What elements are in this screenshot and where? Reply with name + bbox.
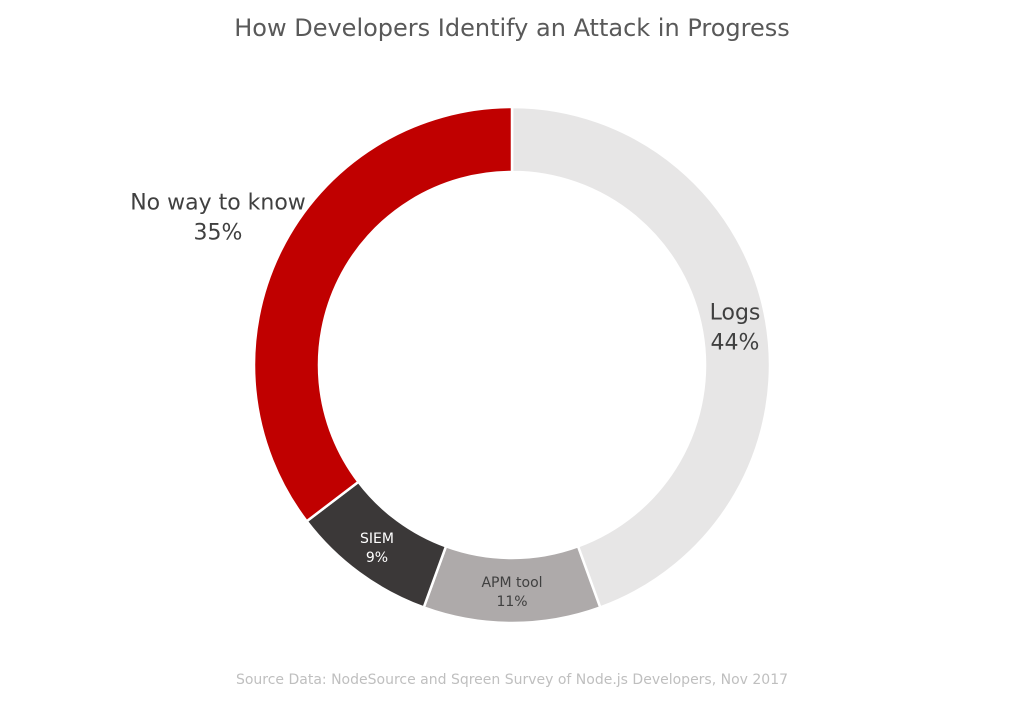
chart-title: How Developers Identify an Attack in Pro… bbox=[234, 14, 790, 42]
label-siem: SIEM 9% bbox=[360, 530, 394, 568]
slice-no-way-to-know bbox=[252, 105, 514, 523]
label-logs: Logs 44% bbox=[710, 298, 761, 357]
label-no-way-to-know: No way to know 35% bbox=[130, 188, 306, 247]
label-apm-tool-value: 11% bbox=[496, 594, 528, 610]
donut-slices bbox=[252, 105, 772, 625]
source-note: Source Data: NodeSource and Sqreen Surve… bbox=[235, 672, 789, 688]
label-apm-tool: APM tool 11% bbox=[481, 574, 542, 612]
label-siem-value: 9% bbox=[365, 550, 389, 566]
label-no-way-to-know-name: No way to know bbox=[130, 190, 306, 216]
slice-logs bbox=[510, 105, 772, 610]
label-apm-tool-name: APM tool bbox=[481, 575, 543, 592]
label-logs-name: Logs bbox=[709, 300, 761, 326]
label-no-way-to-know-value: 35% bbox=[193, 220, 243, 245]
label-siem-name: SIEM bbox=[360, 531, 394, 548]
label-logs-value: 44% bbox=[710, 330, 760, 355]
